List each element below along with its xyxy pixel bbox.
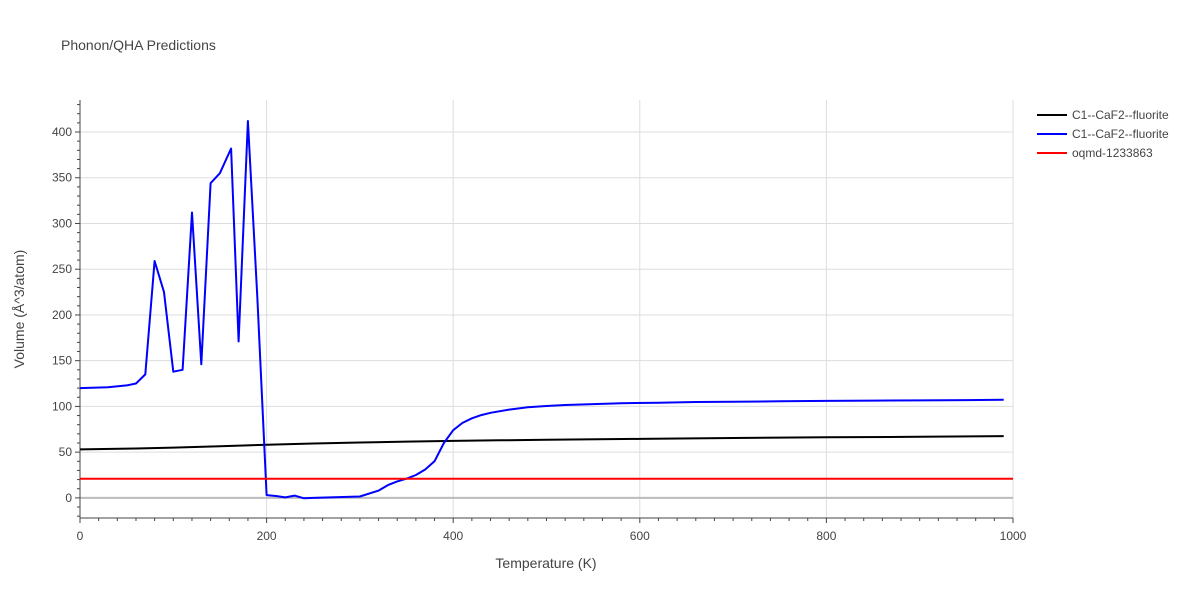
x-tick-label: 0	[77, 529, 84, 543]
y-tick-label: 100	[52, 399, 72, 413]
series-line-2	[79, 120, 1004, 500]
legend: C1--CaF2--fluorite C1--CaF2--fluorite oqmd…	[1037, 108, 1169, 160]
x-tick-label: 600	[630, 529, 650, 543]
x-tick-label: 1000	[1000, 529, 1027, 543]
y-tick-label: 300	[52, 216, 72, 230]
y-tick-label: 250	[52, 262, 72, 276]
legend-label: C1--CaF2--fluorite	[1072, 108, 1169, 122]
axes	[75, 100, 1014, 523]
x-tick-label: 400	[443, 529, 463, 543]
series-layer	[79, 120, 1013, 500]
y-axis-title: Volume (Å^3/atom)	[11, 250, 27, 369]
y-tick-label: 50	[59, 445, 73, 459]
grid	[80, 100, 1014, 518]
y-tick-label: 400	[52, 125, 72, 139]
series-line-1	[79, 435, 1004, 451]
x-tick-label: 800	[816, 529, 836, 543]
y-tick-label: 0	[65, 491, 72, 505]
legend-label: oqmd-1233863	[1072, 146, 1153, 160]
legend-label: C1--CaF2--fluorite	[1072, 127, 1169, 141]
x-axis-title: Temperature (K)	[495, 555, 596, 571]
y-tick-label: 350	[52, 171, 72, 185]
y-tick-label: 200	[52, 308, 72, 322]
chart-title: Phonon/QHA Predictions	[61, 37, 216, 53]
tick-labels: 0 200 400 600 800 1000 0 50 100 150 200 250 300 350 40…	[52, 125, 1027, 543]
x-tick-label: 200	[257, 529, 277, 543]
y-tick-label: 150	[52, 354, 72, 368]
